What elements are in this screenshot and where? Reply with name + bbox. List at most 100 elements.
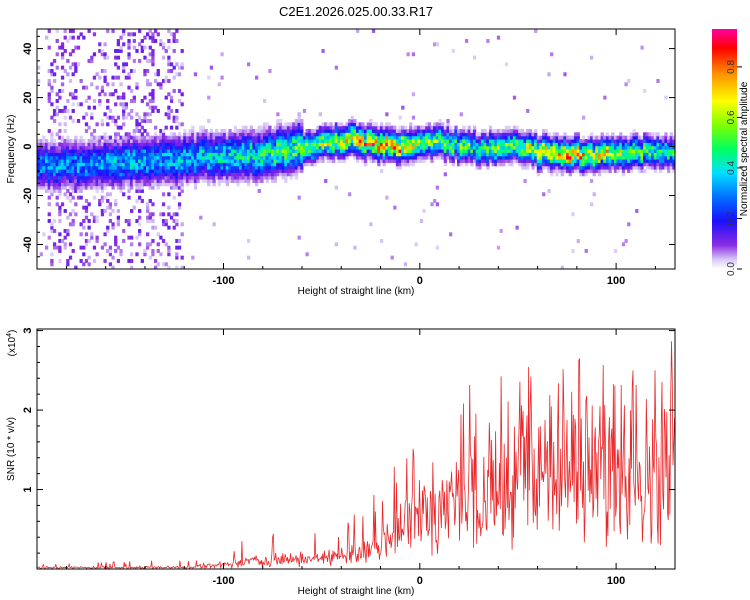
spectrogram-cell: [58, 165, 62, 170]
spectrogram-cell: [130, 252, 134, 257]
spectrogram-cell: [172, 172, 176, 177]
spectrogram-cell: [108, 205, 113, 210]
spectrogram-cell: [76, 62, 81, 67]
spectrogram-cell: [550, 149, 554, 153]
spectrogram-cell: [273, 145, 277, 150]
spectrogram-cell: [220, 179, 224, 183]
spectrogram-cell: [262, 169, 267, 173]
spectrogram-cell: [284, 142, 288, 147]
spectrogram-cell: [332, 125, 336, 130]
spectrogram-cell: [84, 172, 89, 177]
spectrogram-cell: [108, 212, 113, 217]
spectrogram-cell: [151, 152, 155, 157]
spectrogram-cell: [270, 149, 275, 153]
spectrogram-cell: [406, 155, 410, 160]
spectrogram-cell: [135, 159, 139, 163]
spectrogram-cell: [563, 155, 567, 160]
spectrogram-cell: [321, 132, 325, 137]
spectrogram-cell: [60, 142, 65, 147]
spectrogram-cell: [199, 155, 203, 160]
spectrogram-cell: [441, 125, 445, 130]
spectrogram-cell: [265, 172, 269, 177]
spectrogram-cell: [621, 139, 626, 143]
spectrogram-cell: [140, 139, 144, 143]
spectrogram-cell: [568, 142, 572, 147]
spectrogram-cell: [403, 145, 408, 150]
spectrogram-cell: [350, 129, 354, 133]
spectrogram-cell: [340, 135, 344, 140]
spectrogram-cell: [63, 242, 67, 247]
spectrogram-cell: [350, 145, 354, 150]
spectrogram-cell: [127, 39, 131, 43]
spectrogram-cell: [502, 145, 506, 150]
spectrogram-cell: [265, 129, 269, 133]
spectrogram-cell: [84, 145, 89, 150]
spectrogram-cell: [254, 129, 259, 133]
spectrogram-cell: [555, 172, 559, 177]
spectrogram-cell: [63, 115, 67, 120]
spectrogram-cell: [286, 162, 291, 167]
spectrogram-cell: [233, 175, 237, 180]
spectrogram-cell: [268, 152, 272, 157]
spectrogram-cell: [138, 169, 142, 173]
spectrogram-cell: [145, 209, 150, 213]
spectrogram-cell: [180, 172, 184, 177]
spectrogram-cell: [443, 159, 447, 163]
spectrogram-cell: [148, 169, 152, 173]
spectrogram-cell: [571, 152, 575, 157]
spectrogram-cell: [605, 145, 610, 150]
spectrogram-cell: [98, 139, 102, 143]
spectrogram-cell: [568, 162, 572, 167]
spectrogram-cell: [169, 162, 174, 167]
spectrogram-cell: [550, 135, 554, 140]
spectrogram-cell: [50, 185, 54, 190]
spectrogram-cell: [403, 135, 408, 140]
spectrogram-cell: [457, 135, 461, 140]
spectrogram-cell: [130, 99, 134, 103]
spectrogram-cell: [220, 159, 224, 163]
spectrogram-cell: [310, 162, 315, 167]
spectrogram-cell: [164, 75, 168, 80]
spectrogram-cell: [329, 155, 333, 160]
spectrogram-cell: [446, 139, 450, 143]
spectrogram-cell: [276, 149, 280, 153]
spectrogram-cell: [454, 142, 458, 147]
spectrogram-cell: [122, 62, 126, 67]
spectrogram-cell: [273, 142, 277, 147]
spectrogram-cell: [430, 149, 434, 153]
spectrogram-cell: [252, 172, 256, 177]
spectrogram-cell: [204, 179, 208, 183]
spectrogram-cell: [579, 162, 583, 167]
spectrogram-cell: [491, 129, 495, 133]
spectrogram-cell: [472, 142, 477, 147]
spectrogram-cell: [151, 165, 155, 170]
spectrogram-cell: [536, 152, 541, 157]
spectrogram-cell: [395, 162, 400, 167]
spectrogram-cell: [292, 165, 296, 170]
spectrogram-cell: [116, 159, 121, 163]
spectrogram-cell: [183, 159, 187, 163]
spectrogram-cell: [138, 189, 142, 193]
spectrogram-cell: [140, 125, 144, 130]
spectrogram-cell: [130, 139, 134, 143]
spectrogram-cell: [366, 135, 370, 140]
spectrogram-cell: [71, 149, 75, 153]
spectrogram-cell: [52, 185, 57, 190]
spectrogram-cell: [480, 129, 485, 133]
spectrogram-cell: [180, 162, 184, 167]
spectrogram-cell: [55, 105, 59, 110]
spectrogram-cell: [76, 119, 81, 123]
spectrogram-cell: [207, 155, 211, 160]
spectrogram-cell: [225, 155, 229, 160]
spectrogram-cell: [273, 172, 277, 177]
spectrogram-cell: [632, 135, 636, 140]
spectrogram-cell: [207, 182, 211, 187]
spectrogram-cell: [66, 182, 70, 187]
spectrogram-cell: [63, 179, 67, 183]
spectrogram-cell: [651, 149, 655, 153]
spectrogram-cell: [175, 159, 179, 163]
spectrogram-cell: [268, 165, 272, 170]
spectrogram-cell: [124, 142, 128, 147]
spectrogram-cell: [422, 129, 426, 133]
spectrogram-cell: [286, 142, 291, 147]
